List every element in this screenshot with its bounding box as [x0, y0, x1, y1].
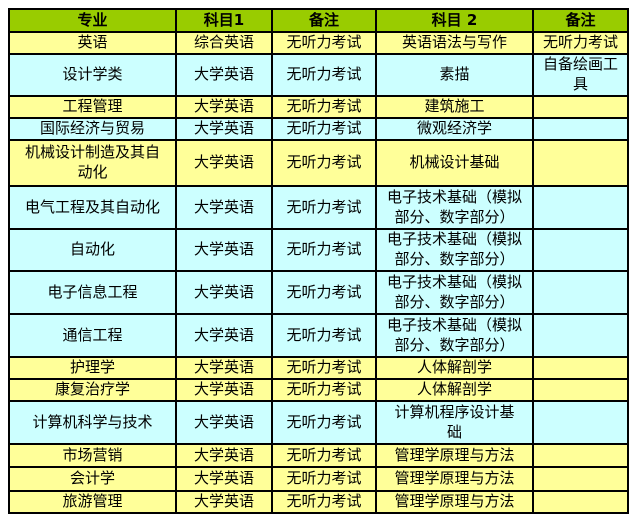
cell-major: 市场营销 — [8, 443, 177, 468]
cell-subject1: 综合英语 — [175, 31, 273, 55]
cell-note1: 无听力考试 — [271, 53, 377, 97]
cell-subject1: 大学英语 — [175, 400, 273, 445]
cell-note1: 无听力考试 — [271, 313, 377, 358]
table-row: 市场营销 大学英语 无听力考试 管理学原理与方法 — [8, 443, 629, 468]
header-note1: 备注 — [271, 8, 377, 33]
cell-subject1: 大学英语 — [175, 270, 273, 315]
cell-major: 自动化 — [8, 228, 177, 272]
table-row: 电子信息工程 大学英语 无听力考试 电子技术基础（模拟 部分、数字部分） — [8, 270, 629, 315]
header-major: 专业 — [8, 8, 177, 33]
cell-subject1: 大学英语 — [175, 466, 273, 492]
cell-subject2: 管理学原理与方法 — [375, 490, 534, 514]
header-subject1: 科目1 — [175, 8, 273, 33]
cell-note2 — [532, 356, 629, 380]
cell-major: 会计学 — [8, 466, 177, 492]
cell-subject1: 大学英语 — [175, 443, 273, 468]
cell-major: 计算机科学与技术 — [8, 400, 177, 445]
cell-note1: 无听力考试 — [271, 490, 377, 514]
table-row: 国际经济与贸易 大学英语 无听力考试 微观经济学 — [8, 117, 629, 141]
table-row: 设计学类 大学英语 无听力考试 素描 自备绘画工 具 — [8, 53, 629, 97]
cell-major: 旅游管理 — [8, 490, 177, 514]
cell-major: 英语 — [8, 31, 177, 55]
cell-subject1: 大学英语 — [175, 378, 273, 402]
header-row: 专业 科目1 备注 科目 2 备注 — [8, 8, 629, 33]
table-row: 通信工程 大学英语 无听力考试 电子技术基础（模拟 部分、数字部分） — [8, 313, 629, 358]
table-row: 护理学 大学英语 无听力考试 人体解剖学 — [8, 356, 629, 380]
cell-note2 — [532, 443, 629, 468]
cell-subject2: 人体解剖学 — [375, 356, 534, 380]
cell-note2: 无听力考试 — [532, 31, 629, 55]
header-note2: 备注 — [532, 8, 629, 33]
cell-subject1: 大学英语 — [175, 228, 273, 272]
table-row: 电气工程及其自动化 大学英语 无听力考试 电子技术基础（模拟 部分、数字部分） — [8, 185, 629, 230]
cell-note2 — [532, 378, 629, 402]
cell-note1: 无听力考试 — [271, 185, 377, 230]
cell-note1: 无听力考试 — [271, 378, 377, 402]
cell-subject2: 电子技术基础（模拟 部分、数字部分） — [375, 185, 534, 230]
cell-major: 工程管理 — [8, 95, 177, 119]
cell-note2 — [532, 270, 629, 315]
table-row: 机械设计制造及其自 动化 大学英语 无听力考试 机械设计基础 — [8, 139, 629, 187]
table-row: 旅游管理 大学英语 无听力考试 管理学原理与方法 — [8, 490, 629, 514]
cell-note2 — [532, 400, 629, 445]
cell-subject1: 大学英语 — [175, 490, 273, 514]
cell-major: 设计学类 — [8, 53, 177, 97]
cell-note2: 自备绘画工 具 — [532, 53, 629, 97]
cell-subject2: 电子技术基础（模拟 部分、数字部分） — [375, 270, 534, 315]
table-row: 英语 综合英语 无听力考试 英语语法与写作 无听力考试 — [8, 31, 629, 55]
cell-subject2: 管理学原理与方法 — [375, 443, 534, 468]
cell-subject2: 电子技术基础（模拟 部分、数字部分） — [375, 228, 534, 272]
cell-subject1: 大学英语 — [175, 313, 273, 358]
cell-subject2: 计算机程序设计基 础 — [375, 400, 534, 445]
cell-subject1: 大学英语 — [175, 95, 273, 119]
cell-note2 — [532, 466, 629, 492]
cell-subject2: 英语语法与写作 — [375, 31, 534, 55]
cell-note1: 无听力考试 — [271, 139, 377, 187]
table-row: 自动化 大学英语 无听力考试 电子技术基础（模拟 部分、数字部分） — [8, 228, 629, 272]
cell-subject2: 建筑施工 — [375, 95, 534, 119]
cell-subject1: 大学英语 — [175, 53, 273, 97]
cell-major: 护理学 — [8, 356, 177, 380]
cell-note2 — [532, 228, 629, 272]
cell-note1: 无听力考试 — [271, 356, 377, 380]
cell-major: 电气工程及其自动化 — [8, 185, 177, 230]
table-row: 计算机科学与技术 大学英语 无听力考试 计算机程序设计基 础 — [8, 400, 629, 445]
cell-note1: 无听力考试 — [271, 95, 377, 119]
cell-subject2: 微观经济学 — [375, 117, 534, 141]
cell-subject2: 人体解剖学 — [375, 378, 534, 402]
exam-subjects-table: 专业 科目1 备注 科目 2 备注 英语 综合英语 无听力考试 英语语法与写作 无听力考… — [8, 8, 629, 514]
cell-note2 — [532, 185, 629, 230]
cell-note1: 无听力考试 — [271, 270, 377, 315]
cell-major: 电子信息工程 — [8, 270, 177, 315]
cell-major: 机械设计制造及其自 动化 — [8, 139, 177, 187]
cell-major: 国际经济与贸易 — [8, 117, 177, 141]
cell-major: 康复治疗学 — [8, 378, 177, 402]
cell-major: 通信工程 — [8, 313, 177, 358]
cell-note2 — [532, 117, 629, 141]
cell-subject1: 大学英语 — [175, 185, 273, 230]
cell-subject1: 大学英语 — [175, 356, 273, 380]
cell-note1: 无听力考试 — [271, 31, 377, 55]
table-row: 康复治疗学 大学英语 无听力考试 人体解剖学 — [8, 378, 629, 402]
cell-note2 — [532, 139, 629, 187]
cell-note2 — [532, 95, 629, 119]
cell-subject2: 素描 — [375, 53, 534, 97]
cell-note1: 无听力考试 — [271, 466, 377, 492]
cell-subject1: 大学英语 — [175, 139, 273, 187]
cell-note1: 无听力考试 — [271, 228, 377, 272]
cell-note1: 无听力考试 — [271, 400, 377, 445]
cell-note1: 无听力考试 — [271, 443, 377, 468]
cell-note2 — [532, 490, 629, 514]
cell-subject2: 电子技术基础（模拟 部分、数字部分） — [375, 313, 534, 358]
table-row: 工程管理 大学英语 无听力考试 建筑施工 — [8, 95, 629, 119]
cell-subject1: 大学英语 — [175, 117, 273, 141]
cell-subject2: 管理学原理与方法 — [375, 466, 534, 492]
header-subject2: 科目 2 — [375, 8, 534, 33]
cell-note1: 无听力考试 — [271, 117, 377, 141]
cell-note2 — [532, 313, 629, 358]
cell-subject2: 机械设计基础 — [375, 139, 534, 187]
table-row: 会计学 大学英语 无听力考试 管理学原理与方法 — [8, 466, 629, 492]
